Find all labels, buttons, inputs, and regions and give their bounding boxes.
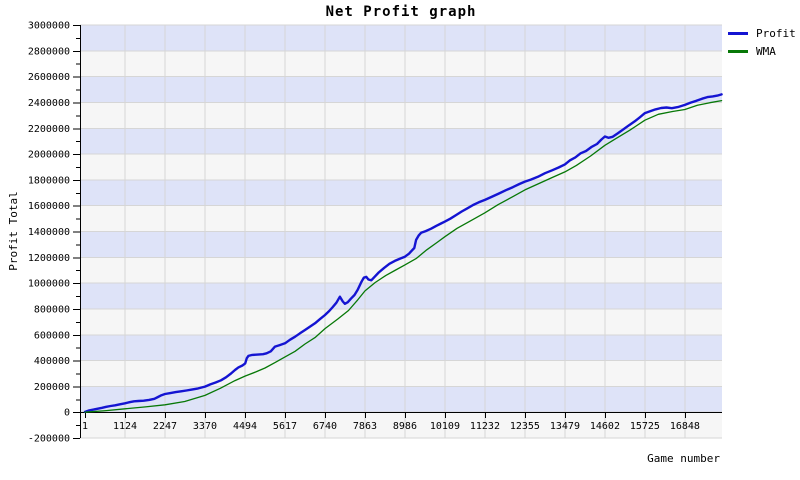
profit-line (83, 93, 723, 414)
legend: Profit WMA (728, 24, 796, 60)
x-axis-title: Game number (647, 452, 720, 465)
svg-text:-200000: -200000 (28, 434, 70, 445)
svg-text:600000: 600000 (34, 330, 70, 341)
svg-text:1200000: 1200000 (28, 253, 70, 264)
x-tick-labels: 1 1124 2247 3370 4494 5617 6740 7863 8986 10109 11… (82, 421, 700, 432)
svg-text:2400000: 2400000 (28, 98, 70, 109)
gridlines (80, 24, 722, 439)
svg-text:8986: 8986 (393, 421, 417, 432)
svg-text:3000000: 3000000 (28, 21, 70, 32)
svg-text:2800000: 2800000 (28, 46, 70, 57)
axes (73, 25, 722, 439)
svg-text:200000: 200000 (34, 382, 70, 393)
legend-item-wma: WMA (728, 42, 796, 60)
legend-label-profit: Profit (756, 26, 796, 40)
y-axis-title: Profit Total (7, 191, 20, 271)
chart-title: Net Profit graph (325, 4, 477, 20)
svg-text:4494: 4494 (233, 421, 257, 432)
svg-text:1124: 1124 (113, 421, 137, 432)
svg-text:800000: 800000 (34, 304, 70, 315)
svg-text:10109: 10109 (430, 421, 460, 432)
plot-bands (80, 25, 722, 438)
svg-text:7863: 7863 (353, 421, 377, 432)
svg-text:400000: 400000 (34, 356, 70, 367)
svg-text:3370: 3370 (193, 421, 217, 432)
svg-text:1: 1 (82, 421, 88, 432)
wma-line (84, 99, 723, 413)
wma-line-swatch-icon (728, 49, 748, 53)
svg-text:14602: 14602 (590, 421, 620, 432)
svg-text:15725: 15725 (630, 421, 660, 432)
svg-text:0: 0 (64, 408, 70, 419)
svg-text:12355: 12355 (510, 421, 540, 432)
svg-text:13479: 13479 (550, 421, 580, 432)
svg-text:6740: 6740 (313, 421, 337, 432)
svg-text:2000000: 2000000 (28, 150, 70, 161)
svg-text:2600000: 2600000 (28, 72, 70, 83)
svg-text:11232: 11232 (470, 421, 500, 432)
legend-label-wma: WMA (756, 44, 776, 58)
svg-text:1600000: 1600000 (28, 201, 70, 212)
svg-text:1000000: 1000000 (28, 279, 70, 290)
svg-text:1800000: 1800000 (28, 175, 70, 186)
svg-text:2247: 2247 (153, 421, 177, 432)
legend-item-profit: Profit (728, 24, 796, 42)
y-tick-labels: -200000 0 200000 400000 600000 800000 1000000 1… (28, 21, 70, 445)
svg-text:5617: 5617 (273, 421, 297, 432)
svg-text:1400000: 1400000 (28, 227, 70, 238)
svg-text:2200000: 2200000 (28, 124, 70, 135)
profit-line-swatch-icon (728, 31, 748, 35)
svg-text:16848: 16848 (670, 421, 700, 432)
